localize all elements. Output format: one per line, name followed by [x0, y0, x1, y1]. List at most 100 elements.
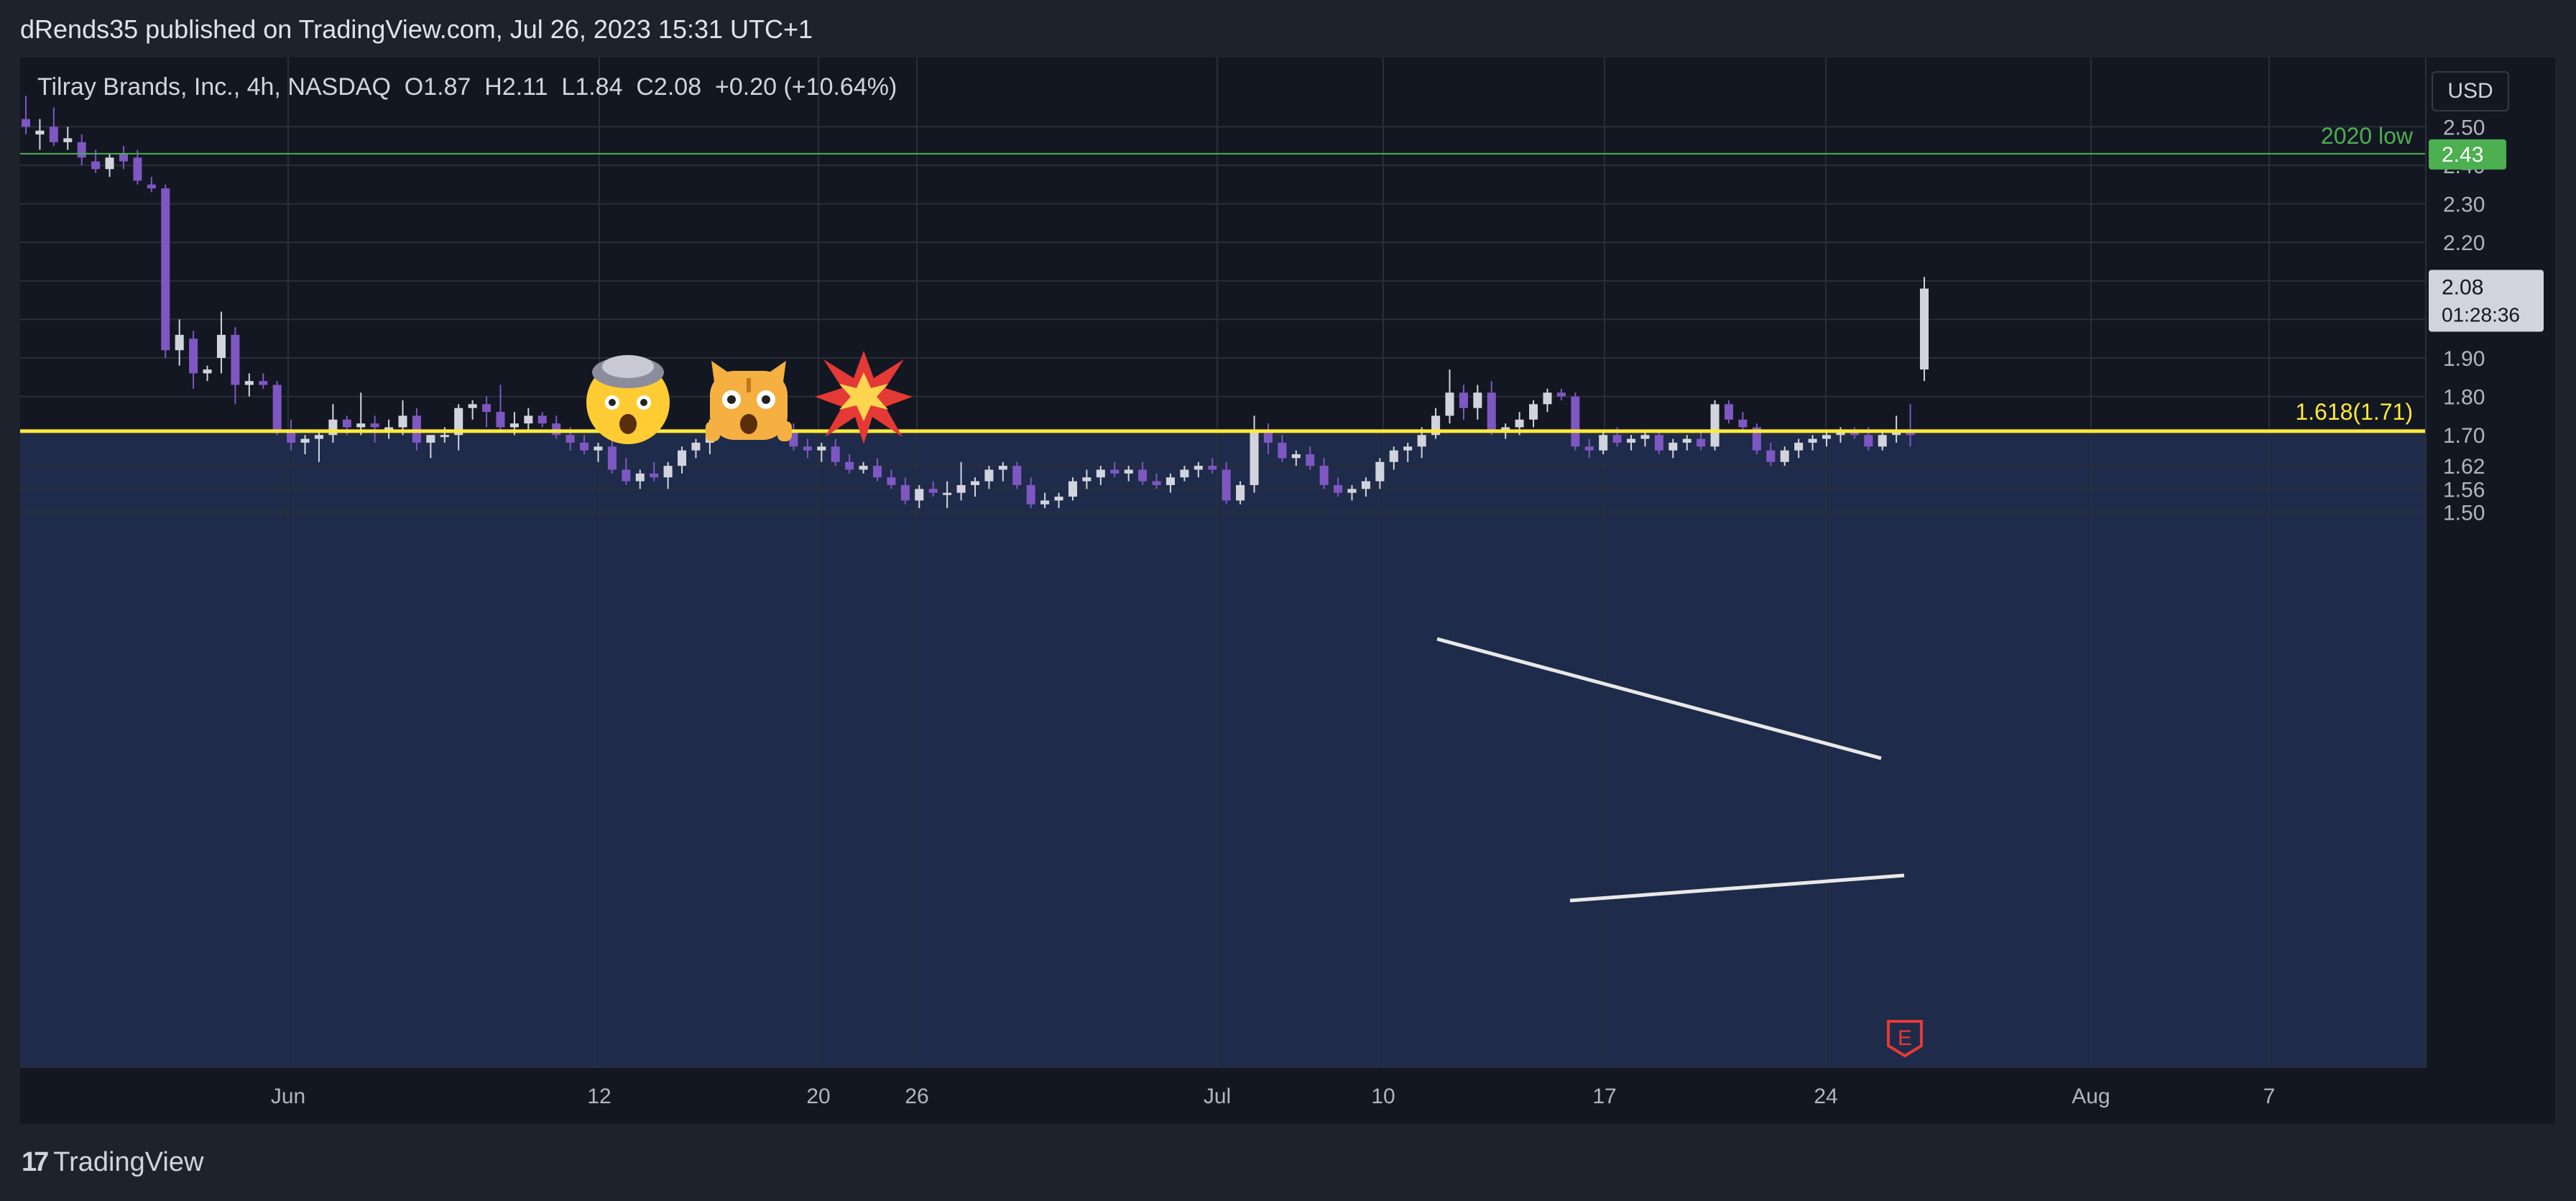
candle-body [119, 153, 129, 162]
candle-body [426, 435, 435, 443]
candle-body [1138, 469, 1148, 482]
candle-body [663, 466, 673, 478]
candle-body [1445, 392, 1454, 416]
candle-body [1640, 435, 1650, 439]
last-price-value: 2.08 [2442, 276, 2483, 300]
candle-body [1766, 450, 1776, 462]
candle-body [1584, 446, 1594, 451]
exploding-head-icon [586, 355, 670, 444]
candle-body [259, 381, 268, 385]
candle-body [1710, 404, 1719, 447]
candle-body [133, 157, 142, 181]
price-tick-label: 1.50 [2443, 501, 2485, 525]
candle-body [831, 446, 840, 462]
level-2020-low-price-badge [2429, 139, 2506, 170]
candle-body [468, 404, 477, 408]
candle-body [580, 442, 589, 451]
candle-body [887, 477, 896, 485]
last-price-countdown: 01:28:36 [2442, 304, 2520, 326]
candle-body [1836, 431, 1845, 436]
candle-body [1012, 466, 1022, 485]
price-tick-label: 1.80 [2443, 386, 2485, 410]
candle-body [984, 469, 994, 482]
candle-body [216, 334, 226, 359]
candle-body [1738, 419, 1748, 428]
candle-body [1696, 438, 1706, 447]
candle-body [524, 415, 533, 424]
candle-body [1096, 469, 1105, 478]
collision-icon [815, 351, 913, 444]
candle-body [1278, 442, 1287, 459]
price-tick-label: 1.62 [2443, 455, 2485, 479]
candle-body [35, 130, 45, 135]
candle-body [1250, 431, 1259, 485]
candle-body [1334, 484, 1343, 493]
candle-body [1208, 466, 1217, 470]
candle-body [1473, 392, 1482, 408]
ascending-trendline [1569, 873, 1905, 903]
candle-body [859, 466, 868, 470]
candle-body [21, 119, 31, 127]
time-tick-label: 26 [905, 1085, 928, 1108]
candlestick-chart[interactable]: 2020 low1.618(1.71)E2.502.402.302.202.10… [20, 57, 2555, 1124]
candle-body [537, 415, 547, 424]
candle-body [872, 466, 882, 478]
candle-body [1082, 477, 1091, 482]
candle-body [1068, 481, 1078, 497]
candle-body [91, 161, 101, 170]
fib-support-label: 1.618(1.71) [2295, 399, 2413, 425]
tradingview-logo[interactable]: 17 TradingView [22, 1147, 203, 1178]
candle-body [105, 157, 114, 170]
symbol-legend: Tilray Brands, Inc., 4h, NASDAQ O1.87 H2… [37, 73, 897, 101]
candle-body [1263, 431, 1273, 443]
candle-body [817, 446, 826, 451]
time-tick-label: 7 [2263, 1085, 2276, 1108]
descending-trendline [1436, 637, 1882, 760]
candle-body [287, 431, 296, 443]
candle-body [1361, 481, 1370, 489]
top-bar: dRends35 published on TradingView.com, J… [0, 0, 2576, 57]
candle-body [1864, 435, 1873, 447]
earnings-marker-shape[interactable] [1887, 1020, 1923, 1058]
candle-body [1808, 438, 1817, 443]
time-tick-label: Aug [2072, 1085, 2110, 1108]
candle-body [900, 484, 910, 501]
tradingview-logo-text: TradingView [53, 1147, 204, 1177]
candle-body [1124, 469, 1133, 474]
candle-body [175, 334, 184, 351]
level-2020-low-price-badge-text: 2.43 [2442, 143, 2483, 167]
price-tick-label: 2.30 [2443, 193, 2485, 217]
candle-body [77, 142, 86, 158]
candle-body [943, 492, 952, 495]
time-tick-label: 10 [1371, 1085, 1395, 1108]
candle-body [1906, 431, 1915, 436]
candle-body [1417, 435, 1426, 447]
candle-body [161, 188, 170, 351]
currency-button[interactable]: USD [2432, 71, 2509, 111]
time-tick-label: 17 [1592, 1085, 1616, 1108]
candle-body [845, 461, 854, 470]
tradingview-logo-icon: 17 [22, 1147, 49, 1177]
candle-body [412, 415, 421, 443]
candle-body [1668, 442, 1678, 451]
candle-body [244, 381, 254, 385]
candle-body [203, 369, 212, 374]
candle-body [1725, 404, 1734, 420]
candle-body [1347, 489, 1357, 493]
candle-body [1612, 435, 1622, 443]
candle-body [970, 481, 980, 485]
time-tick-label: Jul [1204, 1085, 1231, 1108]
candle-body [678, 450, 687, 466]
candle-body [1892, 431, 1901, 436]
candle-body [482, 404, 491, 413]
candle-body [1501, 427, 1510, 431]
support-zone [20, 431, 2426, 1067]
candle-body [342, 419, 351, 428]
candle-body [1040, 500, 1050, 505]
chart-area[interactable]: 2020 low1.618(1.71)E2.502.402.302.202.10… [20, 57, 2555, 1124]
candle-body [1919, 288, 1929, 370]
candle-body [1110, 469, 1120, 474]
candle-body [1822, 435, 1832, 439]
candle-body [49, 126, 58, 142]
candle-body [565, 435, 575, 443]
